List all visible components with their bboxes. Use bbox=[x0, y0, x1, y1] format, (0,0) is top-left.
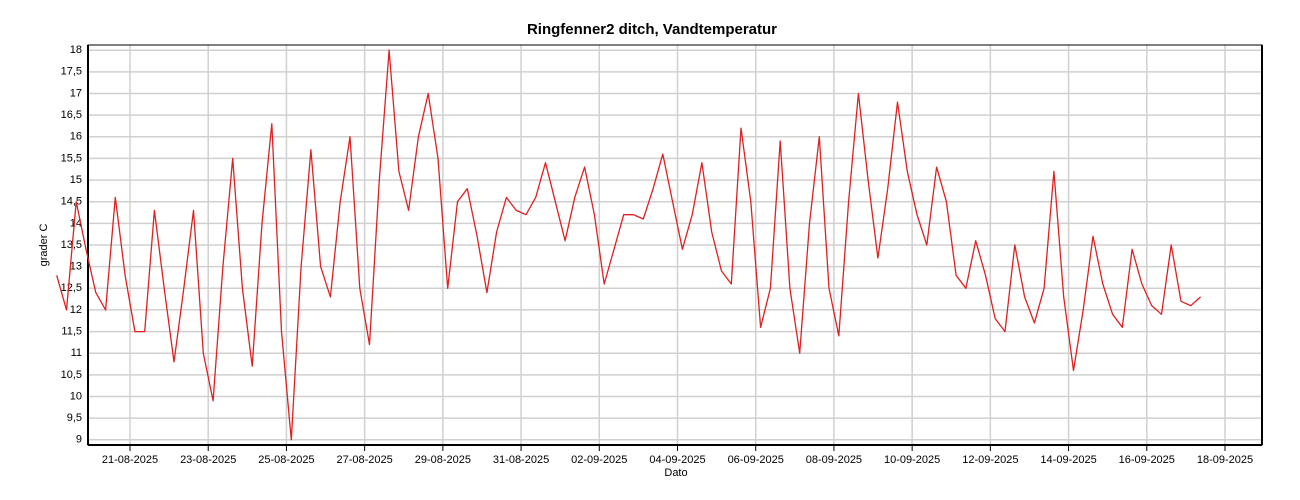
y-tick-label: 9 bbox=[76, 434, 82, 446]
x-tick-label: 04-09-2025 bbox=[649, 454, 705, 466]
y-tick-label: 16,5 bbox=[61, 109, 82, 121]
y-tick-label: 9,5 bbox=[67, 412, 82, 424]
data-line bbox=[56, 49, 1202, 441]
y-tick-label: 15 bbox=[70, 174, 82, 186]
y-tick-label: 11 bbox=[71, 347, 82, 359]
y-tick-label: 12 bbox=[70, 304, 82, 316]
x-tick-label: 31-08-2025 bbox=[493, 454, 549, 466]
x-tick-label: 27-08-2025 bbox=[337, 454, 393, 466]
y-tick-label: 16 bbox=[70, 131, 82, 143]
y-tick-label: 17,5 bbox=[61, 66, 82, 78]
x-tick-label: 23-08-2025 bbox=[180, 454, 236, 466]
y-tick-label: 13 bbox=[70, 261, 82, 273]
x-tick-label: 06-09-2025 bbox=[728, 454, 784, 466]
x-tick-label: 18-09-2025 bbox=[1197, 454, 1253, 466]
y-axis-label: grader C bbox=[38, 224, 50, 267]
y-tick-label: 12,5 bbox=[61, 282, 82, 294]
x-tick-label: 12-09-2025 bbox=[962, 454, 1018, 466]
x-tick-label: 02-09-2025 bbox=[571, 454, 627, 466]
y-tick-label: 18 bbox=[70, 44, 82, 56]
y-tick-label: 17 bbox=[70, 87, 82, 99]
x-tick-label: 10-09-2025 bbox=[884, 454, 940, 466]
chart-title: Ringfenner2 ditch, Vandtemperatur bbox=[527, 21, 777, 38]
x-tick-label: 08-09-2025 bbox=[806, 454, 862, 466]
y-tick-label: 15,5 bbox=[61, 152, 82, 164]
y-tick-label: 13,5 bbox=[61, 239, 82, 251]
x-tick-label: 21-08-2025 bbox=[102, 454, 158, 466]
y-tick-label: 11,5 bbox=[61, 325, 82, 337]
y-tick-label: 14,5 bbox=[61, 196, 82, 208]
y-tick-label: 10 bbox=[70, 390, 82, 402]
x-tick-label: 16-09-2025 bbox=[1119, 454, 1175, 466]
x-tick-label: 14-09-2025 bbox=[1040, 454, 1096, 466]
x-tick-label: 29-08-2025 bbox=[415, 454, 471, 466]
y-tick-label: 10,5 bbox=[61, 369, 82, 381]
x-tick-label: 25-08-2025 bbox=[258, 454, 314, 466]
y-tick-label: 14 bbox=[70, 217, 82, 229]
x-axis-label: Dato bbox=[664, 467, 687, 479]
